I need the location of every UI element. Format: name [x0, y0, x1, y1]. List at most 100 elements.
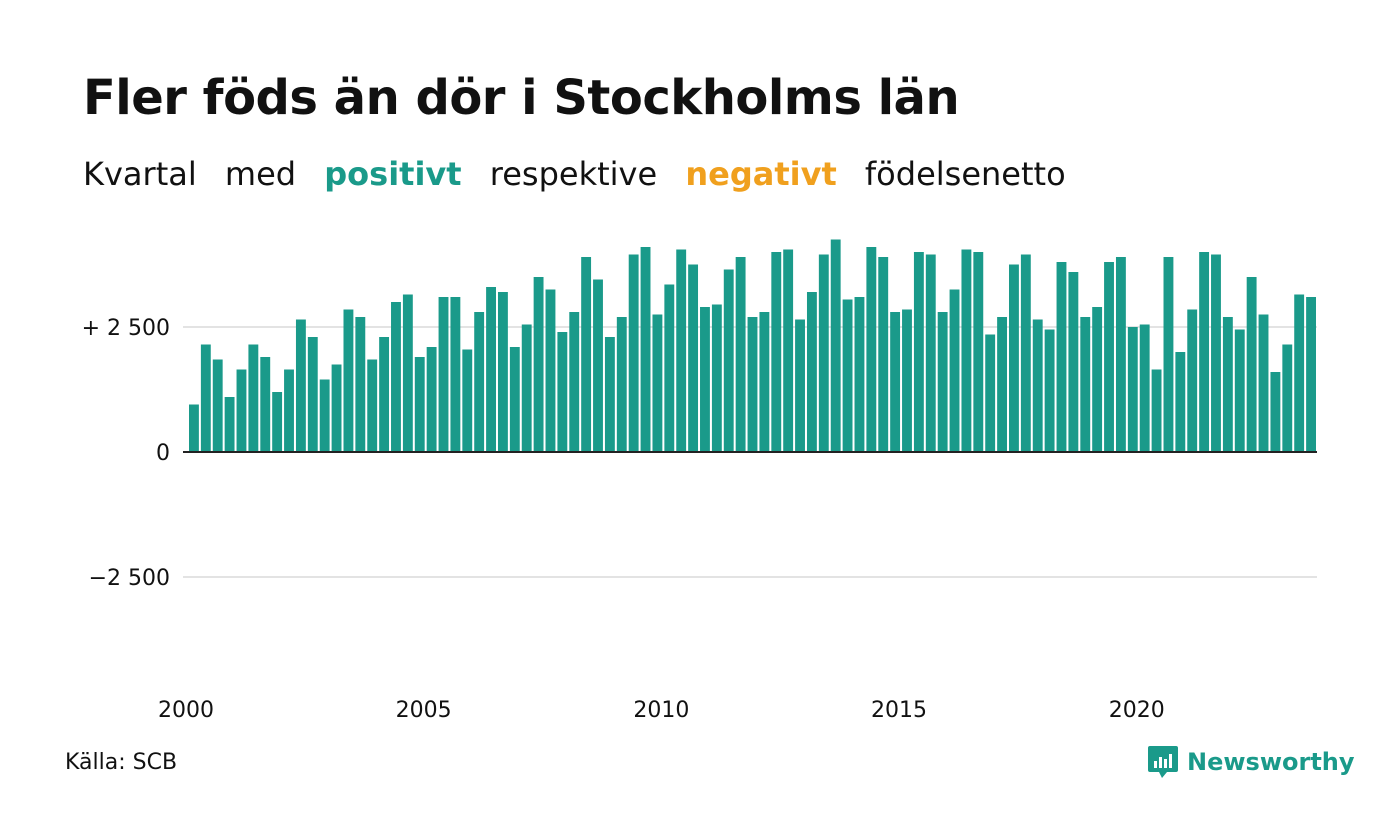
- bar: [189, 404, 199, 452]
- bar: [1115, 257, 1126, 452]
- bar: [284, 369, 294, 452]
- x-tick-label: 2015: [871, 698, 927, 723]
- bar: [307, 337, 318, 452]
- bar: [426, 347, 437, 452]
- bar: [236, 369, 247, 452]
- bar: [581, 257, 592, 452]
- bar: [545, 289, 556, 452]
- bar: [806, 292, 817, 452]
- bar: [1044, 329, 1055, 452]
- bar: [1151, 369, 1162, 452]
- subtitle-positive-label: positivt: [324, 155, 462, 193]
- bar: [1211, 254, 1221, 452]
- bar: [937, 312, 948, 452]
- bar: [1163, 257, 1174, 452]
- bar: [628, 254, 639, 452]
- bar: [343, 309, 354, 452]
- bar: [212, 359, 223, 452]
- bar: [842, 299, 853, 452]
- bar: [997, 317, 1008, 452]
- bar: [1175, 352, 1186, 452]
- bar: [200, 344, 211, 452]
- x-tick-label: 2005: [396, 698, 452, 723]
- subtitle-text-fodelsenetto: födelsenetto: [864, 155, 1066, 193]
- bar: [1234, 329, 1245, 452]
- subtitle-negative-label: negativt: [685, 155, 837, 193]
- bar: [593, 279, 603, 452]
- bar: [1246, 277, 1257, 452]
- bar: [866, 247, 877, 452]
- bar: [652, 314, 663, 452]
- bar: [331, 364, 342, 452]
- bars: [189, 239, 1316, 452]
- bar: [391, 302, 401, 452]
- bar: [854, 297, 865, 452]
- subtitle-text-respektive: respektive: [489, 155, 658, 193]
- bar: [913, 252, 924, 452]
- bar: [830, 239, 841, 452]
- source-note: Källa: SCB: [65, 750, 178, 775]
- bar: [1032, 319, 1043, 452]
- bar: [1009, 264, 1019, 452]
- bar: [1306, 297, 1316, 452]
- bar: [1104, 262, 1114, 452]
- subtitle-text-med: med: [224, 155, 297, 193]
- bar-chart: + 2 500 0 −2 500 2000 2005 2010 2015 2020: [82, 239, 1317, 723]
- bar: [771, 252, 782, 452]
- bar: [486, 287, 496, 452]
- bar: [961, 249, 972, 452]
- bar: [521, 324, 532, 452]
- newsworthy-logo-icon: [1148, 746, 1178, 778]
- bar: [735, 257, 746, 452]
- bar: [747, 317, 758, 452]
- bar: [604, 337, 615, 452]
- bar: [1187, 309, 1198, 452]
- bar: [438, 297, 449, 452]
- bar: [985, 334, 996, 452]
- bar: [1020, 254, 1031, 452]
- chart-subtitle: Kvartal med positivt respektive negativt…: [83, 155, 1084, 193]
- bar: [795, 319, 805, 452]
- x-tick-label: 2010: [633, 698, 689, 723]
- bar: [1294, 294, 1305, 452]
- bar: [260, 357, 271, 452]
- bar: [902, 309, 912, 452]
- bar: [973, 252, 984, 452]
- bar: [818, 254, 829, 452]
- chart-title: Fler föds än dör i Stockholms län: [83, 70, 960, 126]
- axes: + 2 500 0 −2 500 2000 2005 2010 2015 2020: [82, 316, 1317, 723]
- bar: [355, 317, 366, 452]
- bar: [295, 319, 306, 452]
- bar: [1056, 262, 1067, 452]
- bar: [616, 317, 627, 452]
- bar: [783, 249, 794, 452]
- bar: [533, 277, 544, 452]
- bar: [462, 349, 473, 452]
- bar: [224, 397, 235, 452]
- bar: [1270, 372, 1281, 452]
- brand-logo: Newsworthy: [1147, 744, 1355, 780]
- bar: [414, 357, 425, 452]
- bar: [723, 269, 734, 452]
- y-tick-label: −2 500: [89, 566, 170, 591]
- bar: [1282, 344, 1293, 452]
- bar: [1199, 252, 1210, 452]
- bar: [640, 247, 651, 452]
- y-tick-label: 0: [156, 441, 170, 466]
- bar: [319, 379, 330, 452]
- bar: [272, 392, 283, 452]
- bar: [700, 307, 710, 452]
- bar: [557, 332, 568, 452]
- bar: [248, 344, 259, 452]
- subtitle-text-kvartal: Kvartal: [83, 155, 197, 193]
- bar: [890, 312, 901, 452]
- bar: [1092, 307, 1103, 452]
- bar: [474, 312, 485, 452]
- bar: [379, 337, 390, 452]
- bar: [509, 347, 520, 452]
- brand-name: Newsworthy: [1187, 748, 1355, 776]
- bar: [402, 294, 413, 452]
- bar: [450, 297, 461, 452]
- bar: [569, 312, 580, 452]
- bar: [664, 284, 675, 452]
